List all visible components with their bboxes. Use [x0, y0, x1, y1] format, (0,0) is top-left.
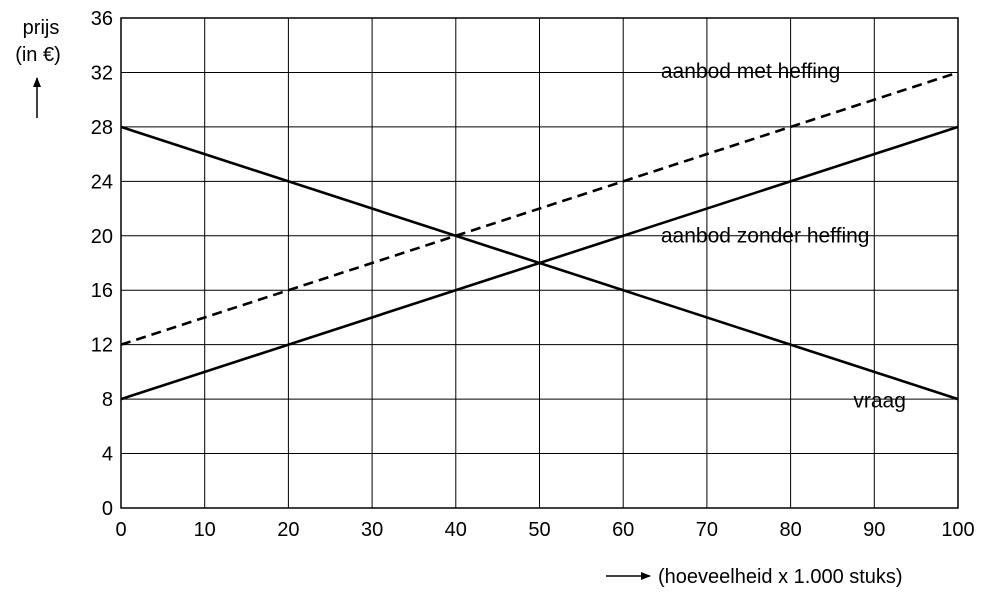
series-line-0 — [120, 71, 959, 346]
y-tick-label: 32 — [91, 62, 113, 84]
y-axis-label-line1: prijs — [23, 17, 60, 39]
x-tick-label: 10 — [194, 519, 216, 541]
x-tick-label: 20 — [277, 519, 299, 541]
x-tick-label: 0 — [115, 519, 126, 541]
series-line-2 — [120, 125, 959, 401]
x-tick-label: 40 — [445, 519, 467, 541]
y-tick-label: 12 — [91, 335, 113, 357]
series-lines — [120, 71, 959, 401]
series-label-2: vraag — [853, 389, 906, 412]
y-tick-label: 8 — [102, 389, 113, 411]
y-tick-label: 0 — [102, 498, 113, 520]
x-tick-labels: 0 10 20 30 40 50 60 70 80 90 100 — [115, 519, 974, 541]
y-tick-label: 20 — [91, 226, 113, 248]
y-axis-label-line2: (in €) — [15, 44, 61, 66]
series-label-0: aanbod met heffing — [661, 60, 840, 83]
y-tick-label: 36 — [91, 8, 113, 30]
y-tick-label: 28 — [91, 117, 113, 139]
y-tick-labels: 0 4 8 12 16 20 24 28 32 36 — [91, 8, 113, 520]
series-labels: aanbod met heffing aanbod zonder heffing v… — [661, 60, 906, 412]
x-tick-label: 30 — [361, 519, 383, 541]
x-tick-label: 60 — [612, 519, 634, 541]
y-tick-label: 24 — [91, 171, 113, 193]
y-tick-label: 16 — [91, 280, 113, 302]
plot-frame — [120, 17, 959, 509]
x-tick-label: 50 — [528, 519, 550, 541]
series-label-1: aanbod zonder heffing — [661, 225, 870, 248]
x-axis-label: (hoeveelheid x 1.000 stuks) — [658, 566, 903, 588]
x-tick-label: 100 — [941, 519, 974, 541]
x-tick-label: 70 — [696, 519, 718, 541]
x-tick-label: 90 — [863, 519, 885, 541]
y-tick-label: 4 — [102, 444, 113, 466]
x-tick-label: 80 — [779, 519, 801, 541]
